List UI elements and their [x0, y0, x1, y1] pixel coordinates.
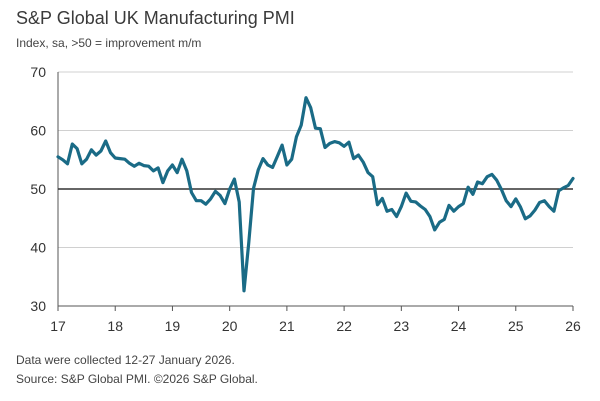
tick-labels: 30 40 50 60 70 17 18 19 20 21 22 23 24 25 26	[30, 64, 581, 334]
y-tick-label-50: 50	[30, 181, 46, 197]
x-tick-label-24: 24	[451, 318, 467, 334]
y-tick-label-70: 70	[30, 64, 46, 80]
data-collection-note: Data were collected 12-27 January 2026.	[16, 353, 235, 367]
chart-subtitle: Index, sa, >50 = improvement m/m	[16, 36, 202, 50]
x-tick-label-26: 26	[565, 318, 581, 334]
x-tick-label-18: 18	[107, 318, 123, 334]
x-tick-label-25: 25	[508, 318, 524, 334]
y-tick-label-60: 60	[30, 123, 46, 139]
x-tick-label-22: 22	[336, 318, 352, 334]
series-layer	[56, 96, 575, 293]
x-tick-label-21: 21	[279, 318, 295, 334]
grid-lines	[58, 71, 573, 248]
chart-title: S&P Global UK Manufacturing PMI	[16, 8, 295, 28]
chart-axes	[57, 72, 574, 311]
y-tick-label-40: 40	[30, 240, 46, 256]
y-tick-label-30: 30	[30, 298, 46, 314]
source-note: Source: S&P Global PMI. ©2026 S&P Global…	[16, 372, 258, 386]
x-tick-label-17: 17	[50, 318, 66, 334]
x-tick-label-20: 20	[222, 318, 238, 334]
x-tick-label-23: 23	[394, 318, 410, 334]
series-line-0	[56, 96, 575, 293]
x-tick-label-19: 19	[165, 318, 181, 334]
